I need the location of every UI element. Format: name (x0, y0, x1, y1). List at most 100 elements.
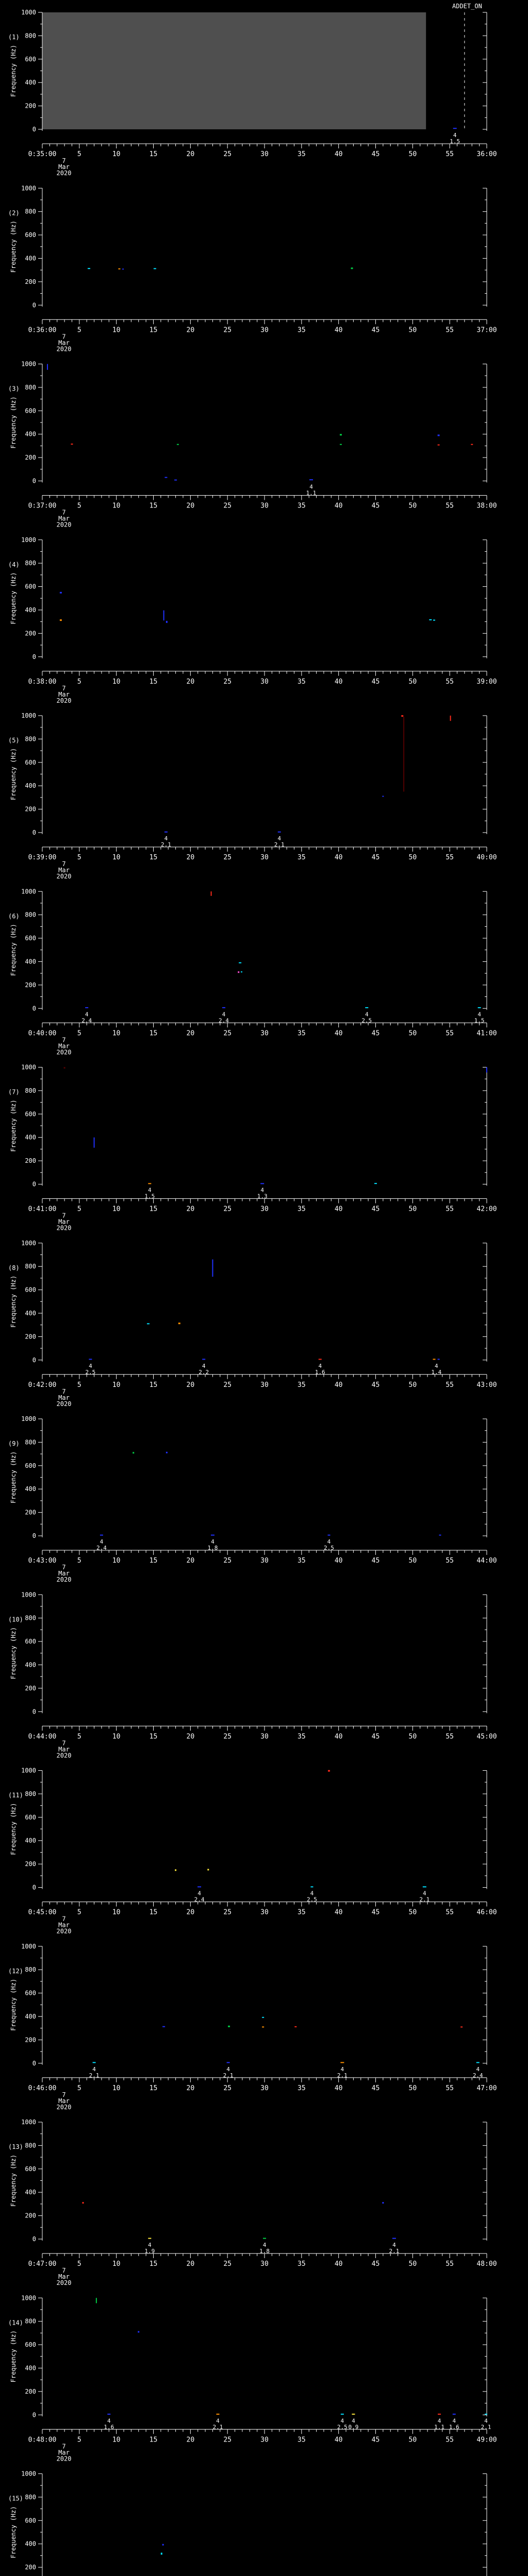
spectrogram-mark (166, 1451, 168, 1453)
spectrogram-mark (422, 1886, 426, 1888)
spectrogram-mark (339, 444, 342, 445)
spectrogram-mark (374, 1183, 377, 1184)
y-tick-label: 200 (25, 103, 36, 110)
x-tick-label: 20 (187, 2084, 195, 2092)
panel-index-label: (2) (8, 209, 20, 216)
spectrogram-streak (403, 717, 405, 792)
x-tick-label: 45 (372, 2260, 380, 2268)
date-label: Mar (58, 867, 70, 874)
date-label: 2020 (57, 1400, 72, 1408)
spectrogram-mark (437, 434, 440, 436)
x-start-time-label: 0:47:00 (28, 2260, 57, 2268)
detection-value-label: 2.4 (81, 1017, 92, 1024)
spectrogram-mark (310, 1886, 314, 1888)
y-axis-title: Frequency (Hz) (10, 221, 17, 273)
detection-value-label: 1.8 (259, 2248, 270, 2255)
y-axis-title: Frequency (Hz) (10, 1276, 17, 1328)
y-tick-label: 400 (25, 1661, 36, 1668)
x-end-time-label: 42:00 (476, 1206, 497, 1213)
x-tick-label: 35 (298, 2260, 306, 2268)
spectrogram-mark (175, 1869, 177, 1871)
detection-value-label: 2.5 (324, 1545, 334, 1551)
y-tick-label: 200 (25, 1860, 36, 1868)
spectrogram-mark (216, 2413, 220, 2415)
panel-index-label: (9) (8, 1440, 20, 1447)
spectrogram-mark (138, 2331, 140, 2333)
detection-count-label: 4 (222, 1011, 226, 1018)
detection-count-label: 4 (476, 2066, 480, 2073)
spectrogram-mark (382, 795, 384, 797)
spectrogram-mark (327, 1770, 330, 1772)
date-label: 7 (62, 860, 65, 868)
x-end-time-label: 38:00 (476, 502, 497, 510)
spectrogram-mark (318, 1359, 322, 1360)
spectrogram-streak (47, 364, 48, 370)
y-tick-label: 1000 (21, 1943, 36, 1950)
x-tick-label: 40 (335, 502, 343, 510)
date-label: 2020 (57, 1928, 72, 1935)
spectrogram-mark (485, 2413, 488, 2415)
y-tick-label: 600 (25, 2341, 36, 2348)
spectrogram-mark (437, 1359, 440, 1360)
x-tick-label: 10 (112, 326, 121, 334)
detection-value-label: 1.9 (144, 2248, 155, 2255)
spectrogram-streak (210, 891, 212, 896)
y-tick-label: 1000 (21, 1591, 36, 1598)
y-axis-title: Frequency (Hz) (10, 396, 17, 448)
x-start-time-label: 0:40:00 (28, 1029, 57, 1037)
x-tick-label: 30 (260, 1909, 269, 1917)
x-tick-label: 35 (298, 2084, 306, 2092)
date-label: 2020 (57, 2104, 72, 2111)
date-label: 7 (62, 685, 65, 692)
x-tick-label: 25 (223, 502, 232, 510)
date-label: Mar (58, 2273, 70, 2280)
spectrogram-mark (148, 1183, 152, 1184)
y-axis-title: Frequency (Hz) (10, 2506, 17, 2558)
x-tick-label: 20 (187, 1909, 195, 1917)
spectrogram-mark (148, 2238, 152, 2239)
x-tick-label: 45 (372, 1029, 380, 1037)
y-tick-label: 600 (25, 2165, 36, 2173)
y-tick-label: 200 (25, 1333, 36, 1340)
x-tick-label: 15 (150, 326, 158, 334)
x-tick-label: 45 (372, 326, 380, 334)
x-tick-label: 30 (260, 1206, 269, 1213)
x-tick-label: 20 (187, 1029, 195, 1037)
y-tick-label: 400 (25, 958, 36, 965)
x-tick-label: 50 (409, 150, 417, 158)
y-tick-label: 0 (32, 1884, 36, 1891)
x-tick-label: 45 (372, 1733, 380, 1740)
spectrogram-mark (239, 962, 242, 963)
y-tick-label: 1000 (21, 1767, 36, 1774)
panel-index-label: (10) (8, 1616, 23, 1623)
y-tick-label: 1000 (21, 2294, 36, 2301)
x-end-time-label: 43:00 (476, 1381, 497, 1389)
x-tick-label: 30 (260, 2436, 269, 2444)
panel-index-label: (8) (8, 1264, 20, 1272)
x-end-time-label: 37:00 (476, 326, 497, 334)
spectrogram-mark (382, 2202, 384, 2204)
y-tick-label: 200 (25, 454, 36, 461)
x-tick-label: 50 (409, 2084, 417, 2092)
y-tick-label: 200 (25, 806, 36, 813)
spectrogram-mark (260, 1183, 265, 1184)
y-tick-label: 200 (25, 630, 36, 637)
spectrogram-mark (262, 2016, 265, 2018)
detection-value-label: 1.4 (431, 1369, 441, 1376)
x-tick-label: 55 (446, 502, 454, 510)
spectrogram-mark (340, 2062, 344, 2063)
date-label: 2020 (57, 1576, 72, 1583)
detection-count-label: 4 (85, 1011, 89, 1018)
y-tick-label: 800 (25, 1966, 36, 1973)
x-tick-label: 5 (77, 326, 81, 334)
date-label: Mar (58, 515, 70, 522)
detection-value-label: 2.4 (473, 2072, 483, 2079)
spectrogram-mark (222, 1007, 225, 1008)
date-label: 7 (62, 2267, 65, 2274)
x-start-time-label: 0:48:00 (28, 2436, 57, 2444)
x-tick-label: 55 (446, 1206, 454, 1213)
panel-index-label: (6) (8, 912, 20, 920)
x-tick-label: 55 (446, 1381, 454, 1389)
spectrogram-mark (174, 479, 177, 481)
x-end-time-label: 45:00 (476, 1733, 497, 1740)
